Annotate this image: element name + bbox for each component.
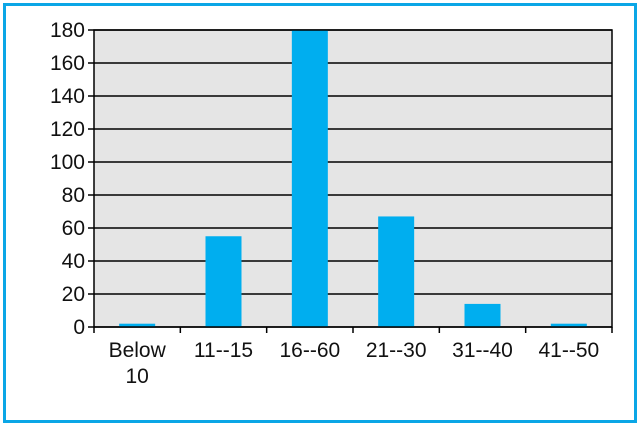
y-tick-label: 20 <box>62 283 85 306</box>
x-tick-label: 31--40 <box>452 339 513 362</box>
bar <box>550 323 587 327</box>
x-tick-label: 16--60 <box>279 339 340 362</box>
y-tick-label: 40 <box>62 250 85 273</box>
x-tick-label: Below 10 <box>109 339 167 388</box>
x-tick-label: 21--30 <box>366 339 427 362</box>
bar <box>291 30 328 327</box>
y-tick-label: 160 <box>50 52 85 75</box>
plot-area <box>94 30 612 327</box>
y-tick-label: 140 <box>50 85 85 108</box>
y-tick-label: 0 <box>73 316 85 339</box>
plot-border <box>93 29 613 328</box>
bar <box>205 236 242 327</box>
y-tick-label: 100 <box>50 151 85 174</box>
y-tick-label: 120 <box>50 118 85 141</box>
y-tick-label: 60 <box>62 217 85 240</box>
bar <box>378 216 415 327</box>
y-axis-ticks: 0 20 40 60 80 100 120 140 160 180 <box>50 19 94 339</box>
x-tick-label: 11--15 <box>194 339 253 362</box>
bar <box>119 323 156 327</box>
bar-chart: 0 20 40 60 80 100 120 140 160 180 Below 10 11--15 16… <box>50 19 613 388</box>
bar <box>464 303 501 327</box>
y-tick-label: 180 <box>50 19 85 42</box>
x-tick-label: 41--50 <box>538 339 599 362</box>
y-tick-label: 80 <box>62 184 85 207</box>
x-axis-ticks: Below 10 11--15 16--60 21--30 31--40 41--50 <box>93 327 613 388</box>
bars <box>119 30 587 327</box>
